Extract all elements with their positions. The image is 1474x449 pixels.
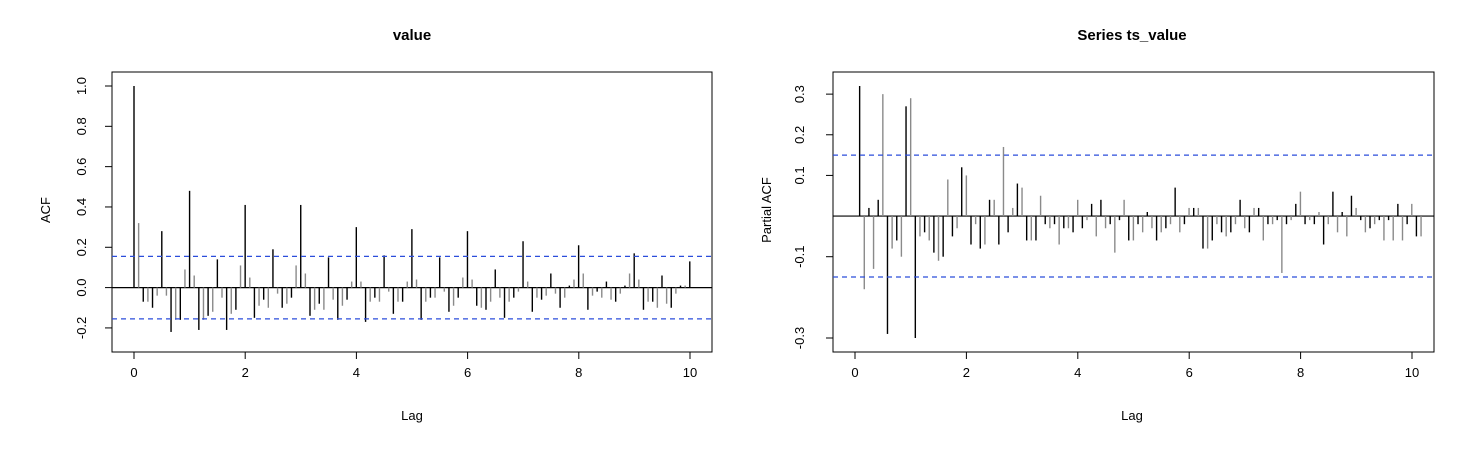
pacf-x-tick-label: 6: [1186, 365, 1193, 380]
acf-y-tick-label: 0.8: [74, 117, 89, 135]
acf-y-tick-label: 0.6: [74, 158, 89, 176]
pacf-x-tick-label: 4: [1074, 365, 1081, 380]
acf-y-axis-label: ACF: [38, 197, 53, 223]
acf-x-tick-label: 0: [130, 365, 137, 380]
acf-x-tick-label: 2: [242, 365, 249, 380]
pacf-chart: Series ts_value Lag Partial ACF 0 2 4 6 8 10 -…: [759, 27, 1435, 423]
pacf-x-tick-label: 8: [1297, 365, 1304, 380]
acf-plot-frame: [111, 71, 713, 353]
pacf-x-tick-label: 10: [1405, 365, 1419, 380]
pacf-y-tick-label: 0.2: [792, 126, 807, 144]
pacf-x-tick-label: 0: [851, 365, 858, 380]
acf-x-tick-label: 4: [353, 365, 360, 380]
acf-x-tick-label: 8: [575, 365, 582, 380]
acf-y-tick-label: 1.0: [74, 77, 89, 95]
acf-y-tick-label: 0.2: [74, 238, 89, 256]
acf-x-tick-label: 6: [464, 365, 471, 380]
pacf-y-axis-label: Partial ACF: [759, 177, 774, 243]
acf-chart: value Lag ACF 0 2 4 6 8 10 -0.2 0.0 0.2 0.4 0.6 0.8…: [38, 27, 713, 423]
pacf-plot-frame: [832, 71, 1435, 353]
acf-x-axis-label: Lag: [401, 408, 423, 423]
pacf-x-axis-label: Lag: [1121, 408, 1143, 423]
pacf-y-tick-label: 0.1: [792, 166, 807, 184]
pacf-y-tick-label: -0.3: [792, 327, 807, 349]
acf-y-tick-label: 0.4: [74, 198, 89, 216]
pacf-x-tick-label: 2: [963, 365, 970, 380]
acf-chart-title: value: [393, 27, 431, 44]
acf-y-tick-label: -0.2: [74, 317, 89, 339]
pacf-y-tick-label: -0.1: [792, 246, 807, 268]
acf-y-tick-label: 0.0: [74, 279, 89, 297]
pacf-y-tick-label: 0.3: [792, 85, 807, 103]
acf-x-tick-label: 10: [683, 365, 697, 380]
pacf-chart-title: Series ts_value: [1077, 27, 1186, 44]
